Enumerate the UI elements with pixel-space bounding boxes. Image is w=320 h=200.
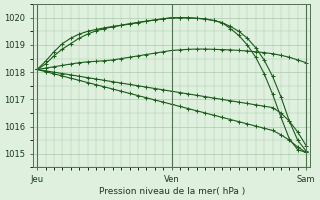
X-axis label: Pression niveau de la mer( hPa ): Pression niveau de la mer( hPa ) [99,187,245,196]
